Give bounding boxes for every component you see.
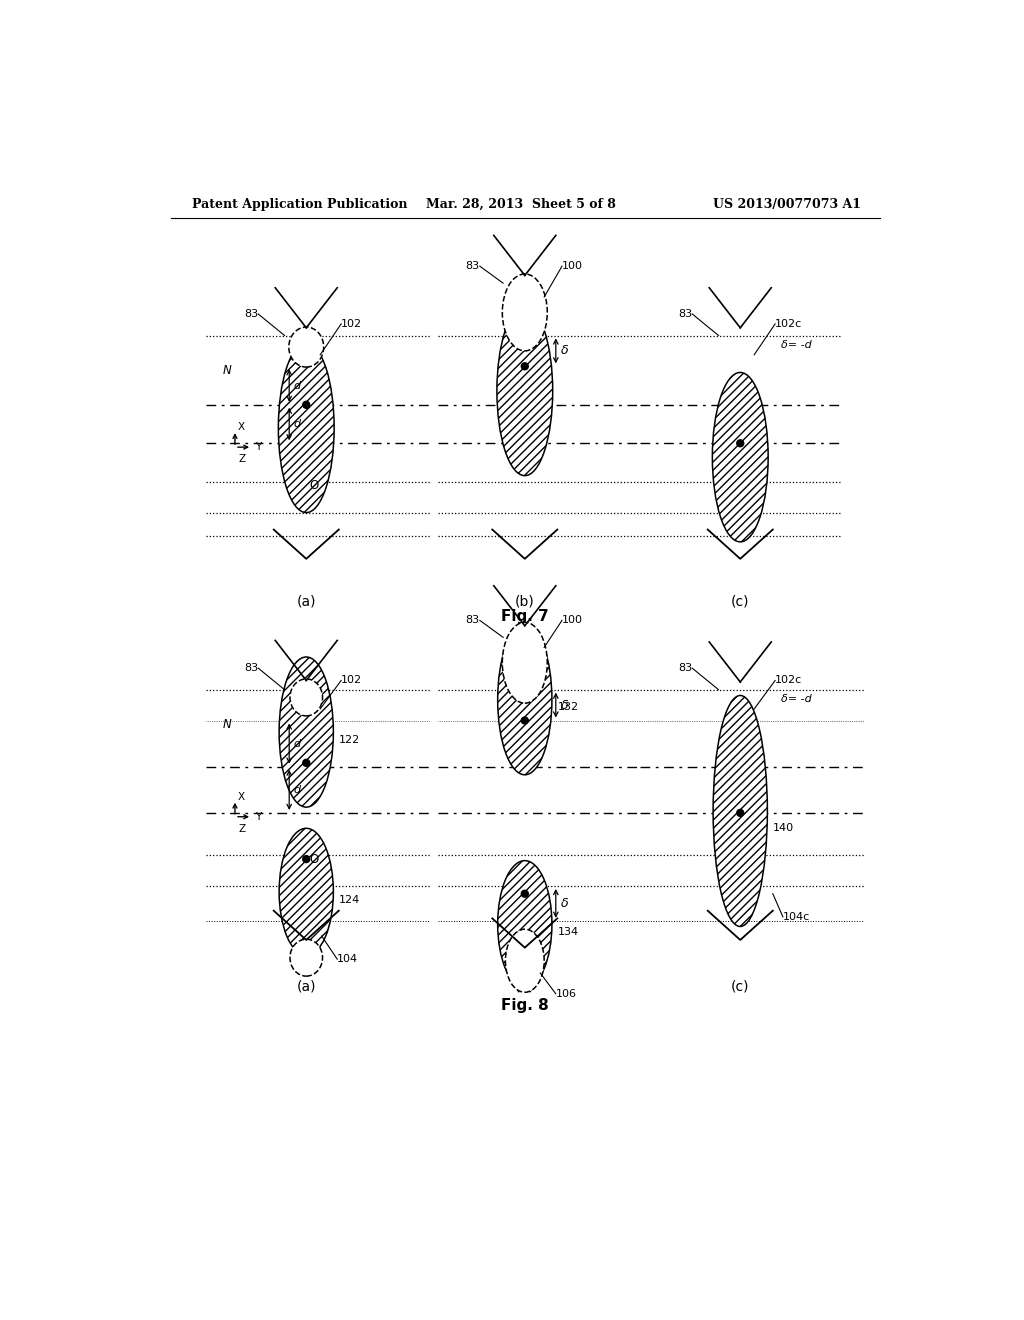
Text: (c): (c): [731, 979, 750, 993]
Ellipse shape: [713, 696, 767, 927]
Text: O: O: [309, 479, 318, 492]
Ellipse shape: [713, 372, 768, 543]
Ellipse shape: [503, 275, 547, 351]
Text: 83: 83: [678, 663, 692, 673]
Text: d: d: [293, 418, 300, 429]
Ellipse shape: [503, 622, 547, 704]
Ellipse shape: [280, 657, 334, 807]
Text: δ= -d: δ= -d: [780, 339, 811, 350]
Text: Z: Z: [239, 824, 246, 834]
Ellipse shape: [289, 327, 324, 367]
Text: (a): (a): [297, 979, 316, 993]
Circle shape: [303, 855, 309, 862]
Text: X: X: [238, 792, 245, 801]
Circle shape: [736, 440, 743, 446]
Text: δ: δ: [560, 345, 568, 358]
Text: 140: 140: [773, 824, 794, 833]
Ellipse shape: [280, 829, 334, 956]
Text: Y: Y: [255, 812, 261, 822]
Text: 132: 132: [557, 702, 579, 713]
Text: 83: 83: [466, 615, 480, 626]
Text: (b): (b): [515, 979, 535, 993]
Text: 102: 102: [341, 676, 362, 685]
Text: 124: 124: [339, 895, 360, 904]
Text: (a): (a): [297, 594, 316, 609]
Text: δ= -d: δ= -d: [780, 694, 811, 704]
Text: δ: δ: [560, 698, 568, 711]
Text: (b): (b): [515, 594, 535, 609]
Circle shape: [521, 890, 528, 898]
Text: δ: δ: [560, 896, 568, 909]
Text: 100: 100: [562, 615, 583, 626]
Circle shape: [303, 401, 309, 408]
Text: 122: 122: [339, 735, 360, 744]
Text: Patent Application Publication: Patent Application Publication: [191, 198, 408, 211]
Circle shape: [303, 759, 309, 767]
Text: US 2013/0077073 A1: US 2013/0077073 A1: [713, 198, 861, 211]
Text: 102c: 102c: [775, 319, 803, 329]
Text: O: O: [309, 853, 318, 866]
Text: 83: 83: [244, 309, 258, 319]
Text: Fig. 8: Fig. 8: [501, 998, 549, 1012]
Ellipse shape: [498, 861, 552, 987]
Text: Fig. 7: Fig. 7: [501, 609, 549, 624]
Text: 106: 106: [556, 989, 577, 999]
Text: Y: Y: [255, 442, 261, 453]
Ellipse shape: [506, 929, 544, 993]
Text: 134: 134: [557, 927, 579, 937]
Ellipse shape: [279, 343, 334, 512]
Text: d: d: [293, 380, 300, 391]
Text: N: N: [222, 718, 231, 731]
Text: 83: 83: [466, 261, 480, 271]
Text: 83: 83: [244, 663, 258, 673]
Text: (c): (c): [731, 594, 750, 609]
Circle shape: [521, 717, 528, 723]
Circle shape: [521, 363, 528, 370]
Text: 102c: 102c: [775, 676, 803, 685]
Text: 104c: 104c: [783, 912, 810, 921]
Text: d: d: [293, 785, 300, 795]
Text: N: N: [222, 363, 231, 376]
Text: 83: 83: [678, 309, 692, 319]
Ellipse shape: [498, 624, 552, 775]
Circle shape: [736, 809, 743, 816]
Text: Mar. 28, 2013  Sheet 5 of 8: Mar. 28, 2013 Sheet 5 of 8: [426, 198, 616, 211]
Text: Z: Z: [239, 454, 246, 465]
Ellipse shape: [290, 940, 323, 977]
Text: X: X: [238, 422, 245, 432]
Text: 100: 100: [562, 261, 583, 271]
Ellipse shape: [497, 306, 553, 475]
Text: 102: 102: [341, 319, 362, 329]
Text: d: d: [293, 739, 300, 748]
Text: 104: 104: [337, 954, 358, 964]
Ellipse shape: [290, 678, 323, 715]
